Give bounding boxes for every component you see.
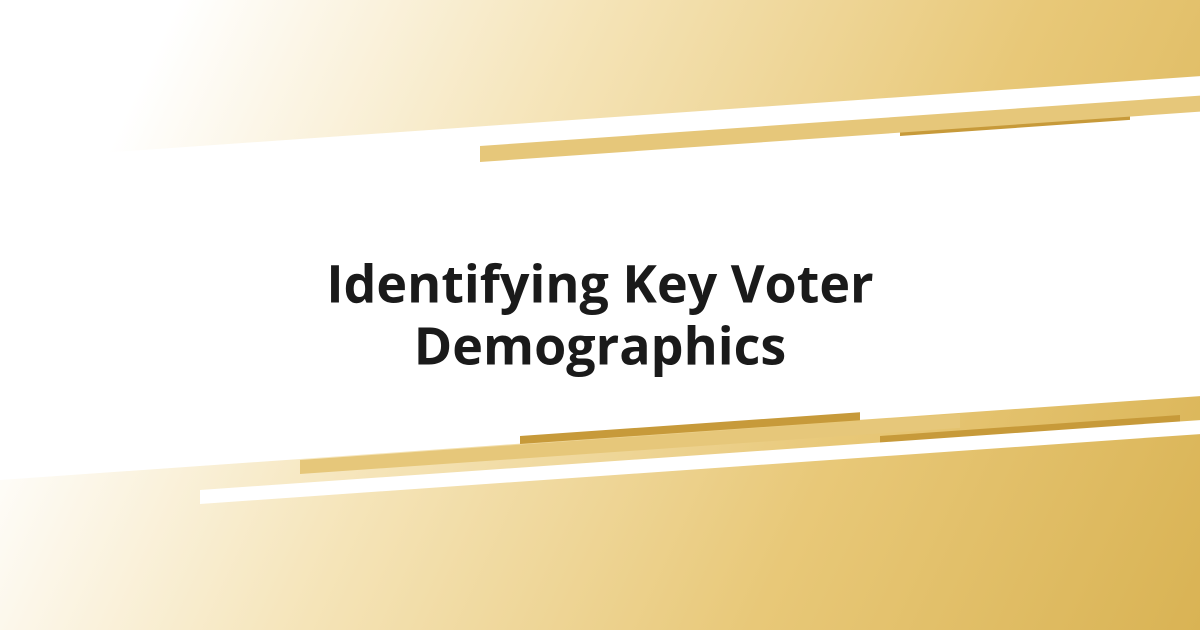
slide-title: Identifying Key Voter Demographics bbox=[150, 253, 1050, 378]
title-container: Identifying Key Voter Demographics bbox=[150, 253, 1050, 378]
slide-canvas: Identifying Key Voter Demographics bbox=[0, 0, 1200, 630]
